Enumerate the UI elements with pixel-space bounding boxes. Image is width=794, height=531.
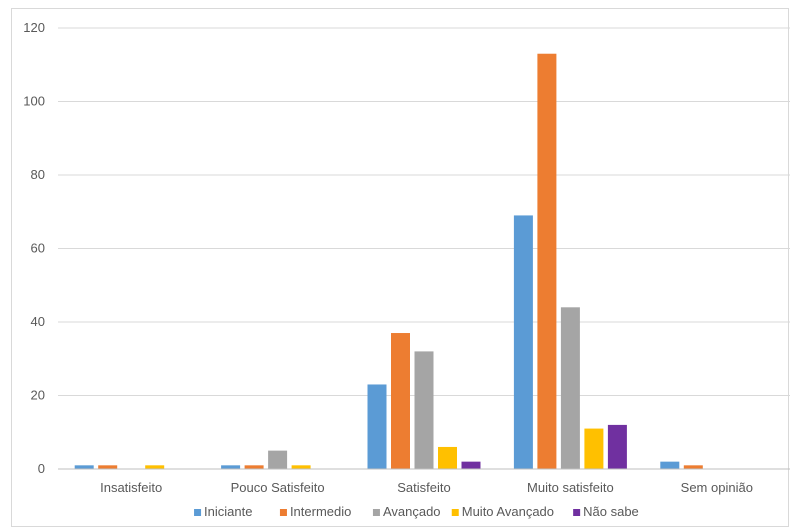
bar xyxy=(367,384,387,469)
bar xyxy=(438,446,457,469)
legend-swatch xyxy=(573,509,581,516)
bar xyxy=(584,428,604,469)
bar xyxy=(291,465,311,469)
legend-label: Intermedio xyxy=(290,504,351,519)
y-tick-label: 20 xyxy=(31,388,45,403)
x-category-label: Pouco Satisfeito xyxy=(231,480,325,495)
legend-label: Avançado xyxy=(383,504,441,519)
bar xyxy=(683,465,703,469)
bars xyxy=(74,53,703,469)
gridlines xyxy=(58,27,790,396)
bar xyxy=(660,461,680,469)
y-axis-ticks: 0 20 40 60 80 100 120 xyxy=(23,20,45,476)
bar xyxy=(560,307,580,469)
legend-swatch xyxy=(194,509,202,516)
bar xyxy=(244,465,264,469)
bar xyxy=(461,461,481,469)
bar xyxy=(391,333,410,469)
y-tick-label: 100 xyxy=(23,94,45,109)
y-tick-label: 60 xyxy=(31,241,45,256)
legend-swatch xyxy=(279,509,287,516)
bar xyxy=(74,465,94,469)
bar xyxy=(513,215,533,469)
x-category-label: Sem opinião xyxy=(681,480,753,495)
x-axis-categories: Insatisfeito Pouco Satisfeito Satisfeito Mu… xyxy=(100,480,753,495)
x-category-label: Satisfeito xyxy=(397,480,450,495)
legend-swatch xyxy=(451,509,459,516)
legend-swatch xyxy=(372,509,380,516)
y-tick-label: 120 xyxy=(23,20,45,35)
bar xyxy=(414,351,434,469)
bar xyxy=(221,465,241,469)
bar xyxy=(607,424,627,469)
legend: Iniciante Intermedio Avançado Muito Avançad… xyxy=(194,504,639,519)
legend-label: Muito Avançado xyxy=(462,504,554,519)
x-category-label: Insatisfeito xyxy=(100,480,162,495)
y-tick-label: 0 xyxy=(38,461,45,476)
bar xyxy=(537,53,557,469)
y-tick-label: 80 xyxy=(31,167,45,182)
bar xyxy=(98,465,118,469)
x-category-label: Muito satisfeito xyxy=(527,480,614,495)
legend-label: Iniciante xyxy=(204,504,252,519)
bar xyxy=(268,450,288,469)
legend-label: Não sabe xyxy=(583,504,639,519)
bar xyxy=(145,465,165,469)
y-tick-label: 40 xyxy=(31,314,45,329)
